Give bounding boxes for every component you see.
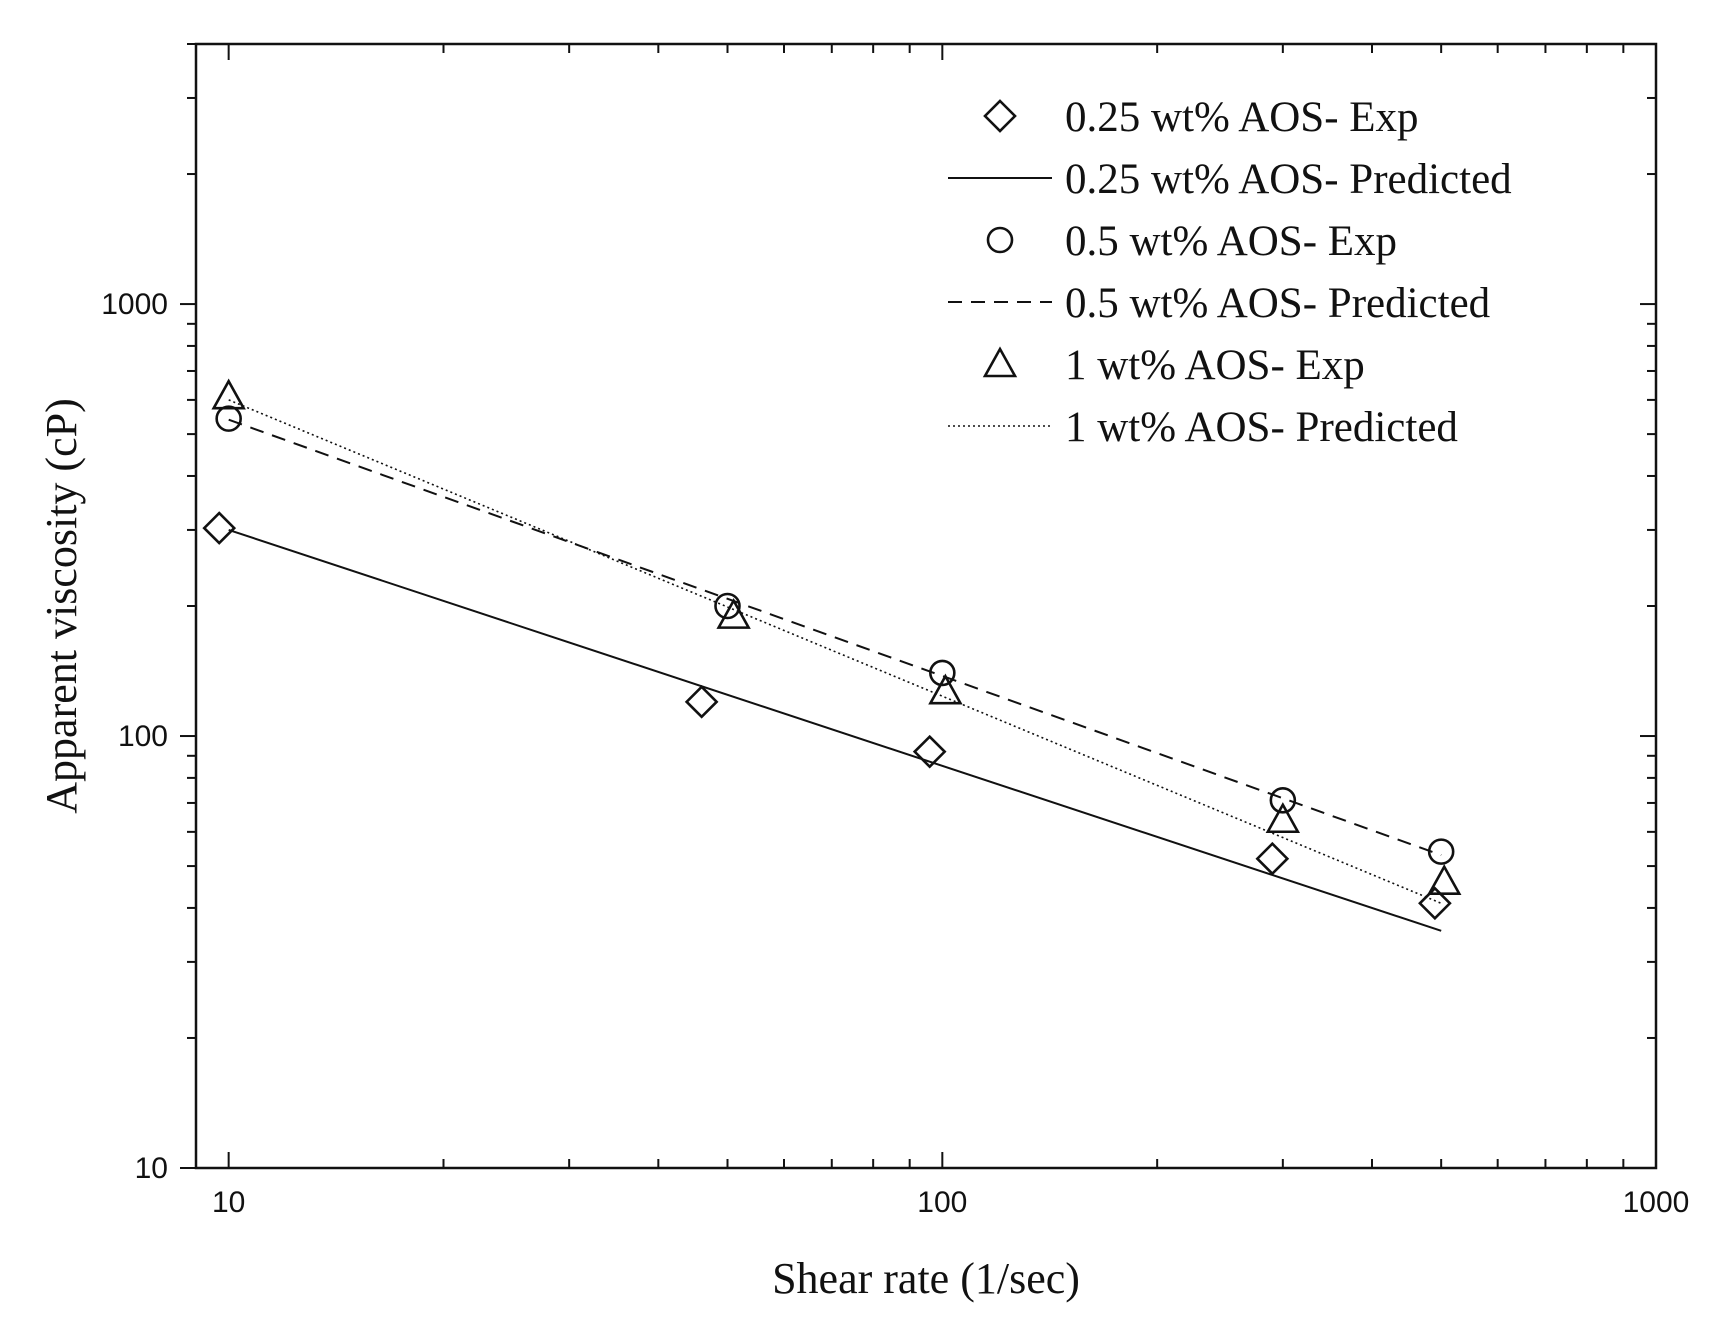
data-point-diamond [1418, 886, 1452, 921]
data-point-triangle [716, 597, 751, 629]
legend-label: 1 wt% AOS- Predicted [1065, 404, 1458, 451]
data-point-triangle [928, 673, 963, 705]
data-point-diamond [202, 511, 237, 545]
tick-labels: 10 100 1000 10 100 1000 [101, 288, 1689, 1219]
data-point-triangle [1427, 864, 1462, 896]
data-point-circle [215, 405, 242, 432]
axis-ticks [180, 43, 1657, 1169]
data-point-circle [1427, 838, 1455, 865]
data-point-circle [714, 592, 741, 620]
y-axis-title: Apparent viscosity (cP) [37, 398, 86, 813]
data-point-triangle [211, 378, 246, 410]
series-line-solid [228, 528, 1442, 932]
series-line-dashed [228, 418, 1442, 857]
data-point-diamond [912, 734, 947, 769]
data-point-triangle [1265, 802, 1301, 834]
legend-marker-diamond [983, 99, 1017, 133]
y-tick-label: 100 [118, 720, 168, 753]
x-tick-label: 1000 [1623, 1186, 1690, 1219]
data-point-diamond [684, 684, 719, 719]
legend-label: 0.25 wt% AOS- Exp [1065, 94, 1419, 141]
data-point-circle [1269, 786, 1297, 814]
y-tick-label: 1000 [101, 288, 168, 321]
series-layer [202, 378, 1462, 932]
series-line-dotted [228, 399, 1442, 905]
plot-frame [194, 42, 1658, 1170]
legend-label: 0.5 wt% AOS- Exp [1065, 218, 1397, 265]
legend-label: 0.5 wt% AOS- Predicted [1065, 280, 1490, 327]
x-tick-label: 10 [212, 1186, 245, 1219]
data-point-diamond [1255, 841, 1290, 876]
data-point-circle [929, 659, 956, 687]
x-tick-label: 100 [917, 1186, 967, 1219]
legend-marker-circle [986, 226, 1014, 254]
legend-label: 1 wt% AOS- Exp [1065, 342, 1365, 389]
legend-marker-triangle [982, 346, 1018, 378]
x-axis-title: Shear rate (1/sec) [772, 1254, 1080, 1303]
legend-label: 0.25 wt% AOS- Predicted [1065, 156, 1512, 203]
y-tick-label: 10 [135, 1152, 168, 1185]
legend: 0.25 wt% AOS- Exp 0.25 wt% AOS- Predicted… [948, 94, 1512, 451]
